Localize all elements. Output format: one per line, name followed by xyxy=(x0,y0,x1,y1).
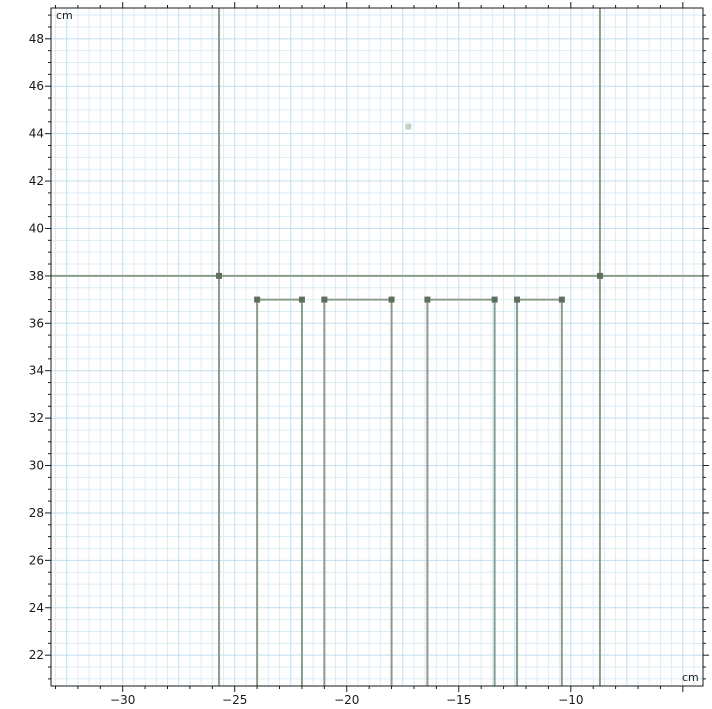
y-tick-label: 36 xyxy=(29,316,44,330)
y-tick-label: 44 xyxy=(29,127,44,141)
y-axis-unit-label: cm xyxy=(56,9,73,22)
channel-vertex xyxy=(388,296,395,303)
channel-vertex xyxy=(491,296,498,303)
x-axis-unit-label: cm xyxy=(682,671,699,684)
channel-outline xyxy=(516,298,563,686)
vertex-points xyxy=(216,123,603,303)
y-tick-label: 42 xyxy=(29,174,44,188)
x-tick-label: −20 xyxy=(334,693,359,707)
channel-outline xyxy=(426,298,496,686)
y-tick-label: 40 xyxy=(29,221,44,235)
x-axis-ticks: −30 −25 −20 −15 −10 xyxy=(54,2,684,707)
y-tick-label: 38 xyxy=(29,269,44,283)
y-tick-label: 46 xyxy=(29,79,44,93)
y-axis-ticks: 22 24 26 28 30 32 34 36 38 40 42 44 46 48 xyxy=(29,14,709,680)
channel-geometry xyxy=(256,298,563,686)
channel-vertex xyxy=(424,296,431,303)
intersection-point xyxy=(216,272,223,279)
channel-vertex xyxy=(558,296,565,303)
major-grid xyxy=(51,8,703,686)
y-tick-label: 24 xyxy=(29,601,44,615)
y-tick-label: 28 xyxy=(29,506,44,520)
channel-vertex xyxy=(321,296,328,303)
x-tick-label: −10 xyxy=(558,693,583,707)
faded-point xyxy=(405,123,412,130)
channel-outline xyxy=(256,298,303,686)
channel-vertex xyxy=(254,296,261,303)
y-tick-label: 34 xyxy=(29,364,44,378)
channel-vertex xyxy=(514,296,521,303)
channel-vertex xyxy=(298,296,305,303)
y-tick-label: 30 xyxy=(29,459,44,473)
y-tick-label: 26 xyxy=(29,553,44,567)
y-tick-label: 48 xyxy=(29,32,44,46)
minor-grid xyxy=(51,8,703,686)
channel-outline xyxy=(323,298,393,686)
x-tick-label: −25 xyxy=(222,693,247,707)
y-tick-label: 22 xyxy=(29,648,44,662)
x-tick-label: −30 xyxy=(110,693,135,707)
construction-lines xyxy=(51,8,703,686)
intersection-point xyxy=(596,272,603,279)
x-tick-label: −15 xyxy=(446,693,471,707)
y-tick-label: 32 xyxy=(29,411,44,425)
